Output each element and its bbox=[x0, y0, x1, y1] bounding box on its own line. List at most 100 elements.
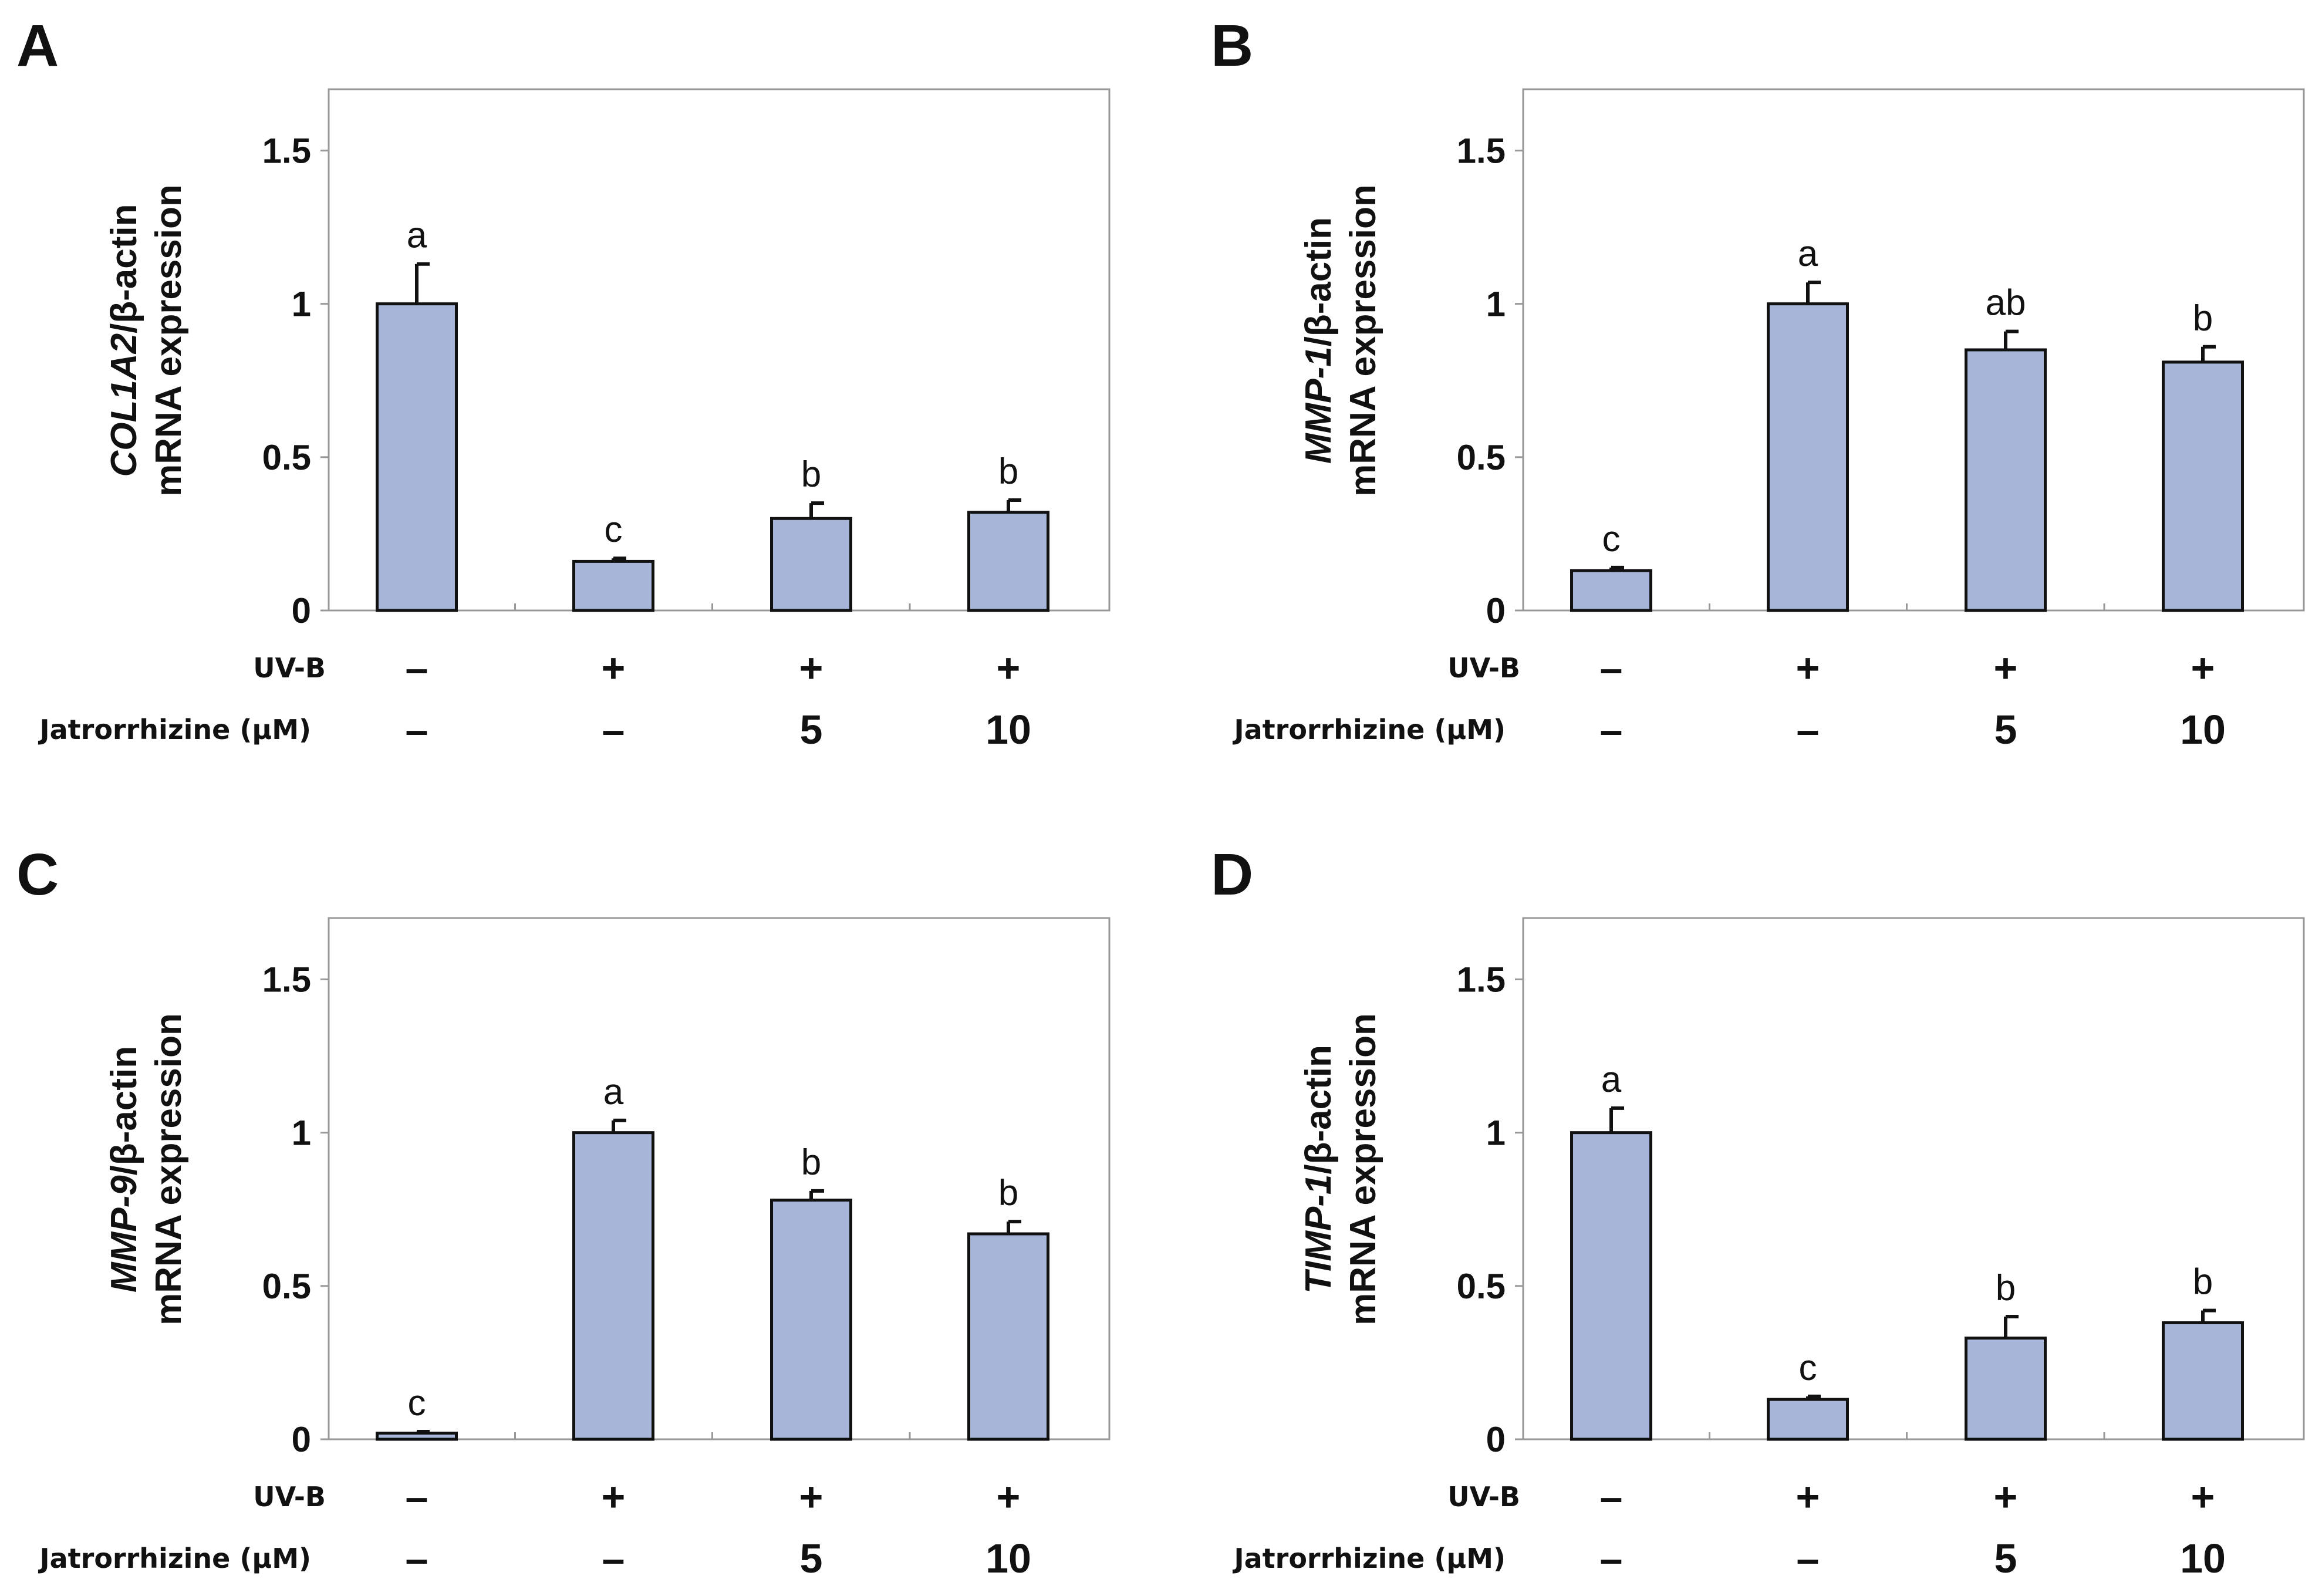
jatrorrhizine-row-label: Jatrorrhizine (μM) bbox=[1233, 1543, 1506, 1574]
bar bbox=[1570, 1131, 1652, 1441]
uvb-value: + bbox=[1994, 1474, 2018, 1520]
significance-letter: c bbox=[408, 1383, 426, 1423]
significance-letter: b bbox=[801, 454, 821, 495]
uvb-row-label: UV-B bbox=[1447, 1481, 1520, 1513]
jatrorrhizine-value: – bbox=[406, 707, 428, 753]
uvb-value: + bbox=[2191, 645, 2215, 691]
bar bbox=[572, 1131, 654, 1441]
panel-letter: D bbox=[1211, 842, 1253, 907]
y-tick-label: 0 bbox=[1486, 591, 1506, 630]
y-tick-label: 0 bbox=[292, 1420, 311, 1459]
uvb-row-label: UV-B bbox=[253, 652, 326, 684]
bar bbox=[1767, 302, 1849, 612]
jatrorrhizine-value: 5 bbox=[800, 1536, 823, 1581]
jatrorrhizine-value: 5 bbox=[800, 707, 823, 753]
bar bbox=[967, 1232, 1049, 1441]
significance-letter: c bbox=[605, 509, 623, 550]
uvb-value: + bbox=[799, 645, 824, 691]
y-axis-label-line1: MMP-9/β-actin bbox=[104, 1046, 144, 1293]
jatrorrhizine-row-label: Jatrorrhizine (μM) bbox=[38, 1543, 312, 1574]
y-axis-label-line2: mRNA expression bbox=[1343, 184, 1383, 497]
jatrorrhizine-value: – bbox=[602, 1536, 625, 1581]
y-axis-label-line2: mRNA expression bbox=[1343, 1013, 1383, 1325]
y-tick-label: 1.5 bbox=[1457, 960, 1506, 999]
panel-b: B 0 0.5 1 1.5 MMP-1/β-actin mRNA expression c a a… bbox=[1211, 13, 2305, 753]
y-axis-label-line2: mRNA expression bbox=[148, 1013, 189, 1325]
y-axis-label-gene: COL1A2 bbox=[104, 333, 144, 477]
bar bbox=[770, 1199, 852, 1441]
bar bbox=[967, 511, 1049, 612]
significance-letter: ab bbox=[1986, 283, 2026, 323]
y-axis-label-gene: TIMP-1 bbox=[1298, 1175, 1339, 1294]
y-axis-label-line2: mRNA expression bbox=[148, 184, 189, 497]
uvb-value: + bbox=[1994, 645, 2018, 691]
y-tick-label: 1 bbox=[1486, 285, 1506, 324]
uvb-value: + bbox=[997, 1474, 1021, 1520]
significance-letter: a bbox=[1601, 1059, 1622, 1100]
y-axis-label-rest: /β-actin bbox=[1298, 1045, 1339, 1174]
uvb-row-label: UV-B bbox=[253, 1481, 326, 1513]
uvb-value: + bbox=[602, 1474, 626, 1520]
significance-letter: c bbox=[1602, 519, 1621, 559]
jatrorrhizine-row-label: Jatrorrhizine (μM) bbox=[38, 714, 312, 745]
y-axis-label-line1: COL1A2/β-actin bbox=[104, 204, 144, 477]
y-tick-label: 1.5 bbox=[262, 131, 311, 170]
y-axis-label-rest: /β-actin bbox=[104, 204, 144, 333]
bar bbox=[1965, 1337, 2047, 1441]
jatrorrhizine-value: – bbox=[1797, 1536, 1820, 1581]
uvb-row-label: UV-B bbox=[1447, 652, 1520, 684]
bar bbox=[770, 517, 852, 612]
significance-letter: c bbox=[1799, 1348, 1817, 1388]
jatrorrhizine-value: – bbox=[1600, 707, 1623, 753]
y-tick-label: 0.5 bbox=[1457, 438, 1506, 477]
y-axis-label-line1: MMP-1/β-actin bbox=[1298, 217, 1339, 464]
y-tick-label: 1.5 bbox=[1457, 131, 1506, 170]
jatrorrhizine-value: 5 bbox=[1994, 707, 2017, 753]
significance-letter: b bbox=[998, 451, 1018, 492]
y-axis-label-gene: MMP-9 bbox=[104, 1175, 144, 1293]
uvb-value: – bbox=[406, 645, 428, 691]
significance-letter: b bbox=[1996, 1268, 2016, 1308]
y-tick-label: 1 bbox=[292, 285, 311, 324]
y-axis-label-rest: /β-actin bbox=[1298, 217, 1339, 346]
jatrorrhizine-value: – bbox=[1600, 1536, 1623, 1581]
y-tick-label: 0.5 bbox=[262, 1267, 311, 1306]
significance-letter: a bbox=[603, 1072, 624, 1112]
bar bbox=[1570, 569, 1652, 612]
y-axis-label-rest: /β-actin bbox=[104, 1046, 144, 1175]
y-tick-label: 0.5 bbox=[262, 438, 311, 477]
uvb-value: + bbox=[2191, 1474, 2215, 1520]
plot-frame bbox=[1522, 88, 2305, 612]
uvb-value: + bbox=[1796, 1474, 1820, 1520]
y-axis-label-gene: MMP-1 bbox=[1298, 346, 1339, 464]
uvb-value: + bbox=[602, 645, 626, 691]
y-tick-label: 1 bbox=[292, 1114, 311, 1153]
significance-letter: b bbox=[801, 1142, 821, 1183]
bar bbox=[1965, 348, 2047, 612]
jatrorrhizine-value: 5 bbox=[1994, 1536, 2017, 1581]
y-tick-label: 0.5 bbox=[1457, 1267, 1506, 1306]
jatrorrhizine-value: – bbox=[602, 707, 625, 753]
uvb-value: + bbox=[799, 1474, 824, 1520]
jatrorrhizine-value: 10 bbox=[2180, 707, 2226, 753]
jatrorrhizine-value: 10 bbox=[986, 707, 1031, 753]
bar bbox=[376, 302, 458, 612]
significance-letter: a bbox=[1798, 234, 1818, 274]
bar bbox=[2162, 1321, 2244, 1441]
y-tick-label: 1 bbox=[1486, 1114, 1506, 1153]
panel-letter: A bbox=[16, 13, 59, 79]
uvb-value: + bbox=[997, 645, 1021, 691]
uvb-value: – bbox=[406, 1474, 428, 1520]
jatrorrhizine-value: – bbox=[406, 1536, 428, 1581]
y-tick-label: 0 bbox=[1486, 1420, 1506, 1459]
y-tick-label: 1.5 bbox=[262, 960, 311, 999]
plot-frame bbox=[1522, 917, 2305, 1440]
jatrorrhizine-row-label: Jatrorrhizine (μM) bbox=[1233, 714, 1506, 745]
y-tick-label: 0 bbox=[292, 591, 311, 630]
bar bbox=[2162, 360, 2244, 612]
bar bbox=[572, 559, 654, 612]
significance-letter: b bbox=[998, 1173, 1018, 1213]
panel-c: C 0 0.5 1 1.5 MMP-9/β-actin mRNA expression c a b… bbox=[16, 842, 1111, 1581]
bar bbox=[1767, 1398, 1849, 1441]
